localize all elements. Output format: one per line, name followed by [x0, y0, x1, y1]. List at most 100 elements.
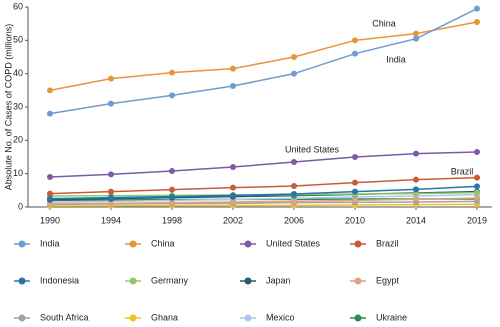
point — [413, 186, 419, 193]
point — [169, 199, 175, 206]
point — [474, 183, 480, 190]
point — [352, 37, 358, 44]
point — [47, 110, 53, 117]
point — [230, 184, 236, 191]
x-tick-label: 2014 — [406, 215, 426, 225]
legend-label: South Africa — [40, 312, 89, 322]
point — [474, 5, 480, 12]
point — [291, 191, 297, 197]
point — [169, 69, 175, 76]
y-tick-label: 50 — [13, 35, 23, 45]
point — [169, 168, 175, 174]
series-line — [49, 176, 478, 195]
series-line — [49, 203, 478, 207]
point — [169, 193, 175, 200]
point — [352, 154, 358, 160]
legend-swatch — [354, 240, 362, 248]
point — [108, 75, 114, 82]
point — [291, 70, 297, 77]
point — [230, 83, 236, 89]
point — [413, 190, 419, 197]
legend-swatch — [354, 314, 362, 322]
legend-label: Indonesia — [40, 275, 79, 285]
y-tick-label: 0 — [18, 201, 23, 211]
point — [47, 190, 53, 197]
point — [352, 179, 358, 186]
legend-label: Germany — [151, 275, 189, 285]
legend-label: United States — [266, 238, 321, 248]
point — [413, 176, 419, 183]
point — [474, 189, 480, 196]
point — [474, 149, 480, 155]
legend-label: Ghana — [151, 312, 178, 322]
point — [291, 54, 297, 60]
series-line — [49, 151, 478, 178]
legend-swatch — [244, 240, 252, 248]
annotation: India — [386, 54, 406, 64]
annotation: China — [372, 18, 396, 28]
series-line — [49, 7, 478, 115]
legend-swatch — [244, 314, 252, 322]
point — [230, 192, 236, 199]
y-tick-label: 60 — [13, 1, 23, 11]
point — [413, 196, 419, 203]
point — [413, 30, 419, 37]
series-line — [49, 193, 478, 203]
point — [108, 171, 114, 178]
point — [474, 19, 480, 25]
point — [230, 65, 236, 72]
x-tick-label: 2010 — [345, 215, 365, 225]
y-tick-label: 10 — [13, 168, 23, 178]
legend-label: India — [40, 238, 60, 248]
point — [291, 198, 297, 205]
point — [474, 195, 480, 201]
point — [47, 195, 53, 202]
point — [413, 150, 419, 157]
legend-swatch — [129, 277, 137, 285]
legend-label: Ukraine — [376, 312, 407, 322]
point — [169, 186, 175, 193]
point — [352, 197, 358, 204]
point — [230, 164, 236, 170]
point — [108, 200, 114, 207]
legend-swatch — [129, 240, 137, 248]
point — [352, 188, 358, 195]
legend-swatch — [244, 277, 252, 285]
y-tick-label: 30 — [13, 101, 23, 111]
series-line — [49, 197, 478, 205]
x-tick-label: 2019 — [467, 215, 487, 225]
legend-label: Mexico — [266, 312, 295, 322]
legend-label: Japan — [266, 275, 291, 285]
legend-swatch — [18, 277, 26, 285]
series-line — [49, 21, 478, 92]
point — [352, 50, 358, 57]
point — [413, 35, 419, 42]
legend-label: Brazil — [376, 238, 399, 248]
point — [47, 87, 53, 94]
legend-label: Egypt — [376, 275, 400, 285]
legend-swatch — [129, 314, 137, 322]
point — [230, 199, 236, 205]
y-tick-label: 40 — [13, 68, 23, 78]
legend-swatch — [18, 314, 26, 322]
x-tick-label: 1994 — [101, 215, 121, 225]
legend-label: China — [151, 238, 175, 248]
x-tick-label: 1990 — [40, 215, 60, 225]
y-axis-label: Absolute No. of Cases of COPD (millions) — [3, 24, 13, 191]
legend-swatch — [18, 240, 26, 248]
series-line — [49, 185, 478, 200]
point — [108, 188, 114, 195]
point — [169, 92, 175, 99]
x-tick-label: 2002 — [223, 215, 243, 225]
annotation: United States — [285, 144, 340, 154]
point — [47, 174, 53, 180]
point — [108, 100, 114, 107]
x-tick-label: 2006 — [284, 215, 304, 225]
legend-swatch — [354, 277, 362, 285]
point — [474, 174, 480, 181]
annotation: Brazil — [451, 166, 474, 176]
point — [291, 183, 297, 189]
x-tick-label: 1998 — [162, 215, 182, 225]
point — [291, 159, 297, 165]
